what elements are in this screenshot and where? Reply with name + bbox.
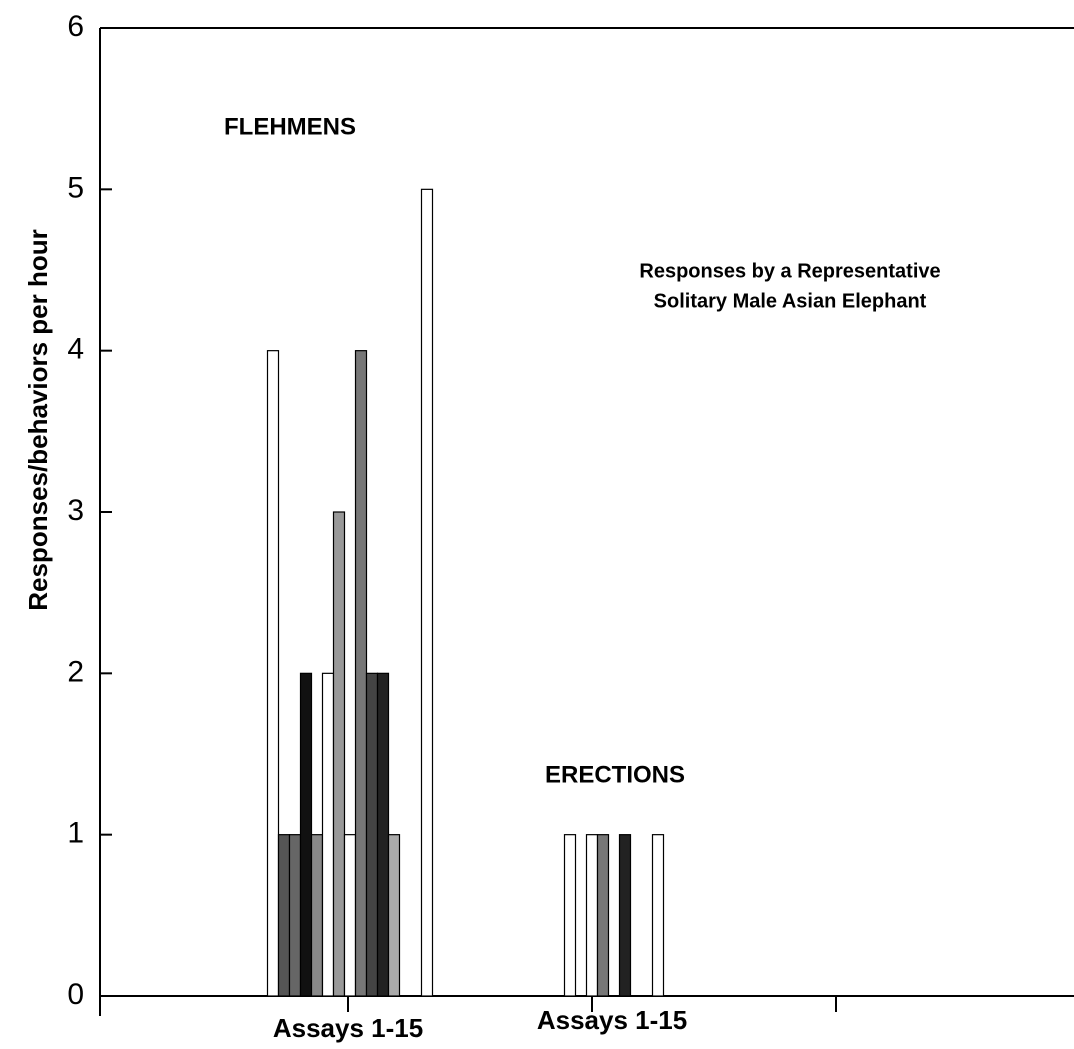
- bar: [343, 834, 357, 997]
- bar: [299, 672, 313, 997]
- y-tick-label: 2: [67, 655, 84, 688]
- bar: [310, 834, 324, 997]
- bar: [332, 511, 346, 997]
- annotation: Responses by a Representative: [639, 260, 940, 282]
- bar: [563, 834, 577, 997]
- annotation: Solitary Male Asian Elephant: [654, 290, 927, 312]
- y-tick-label: 1: [67, 817, 84, 850]
- y-tick-label: 5: [67, 171, 84, 204]
- bar: [365, 672, 379, 997]
- x-tick-label: Assays 1-15: [273, 1013, 423, 1043]
- bar: [387, 834, 401, 997]
- bar: [266, 350, 280, 997]
- bar: [354, 350, 368, 997]
- bar: [321, 672, 335, 997]
- x-tick-label: Assays 1-15: [537, 1005, 687, 1035]
- annotation: FLEHMENS: [224, 113, 356, 140]
- annotation: ERECTIONS: [545, 761, 685, 788]
- y-tick-label: 0: [67, 978, 84, 1011]
- y-axis-label: Responses/behaviors per hour: [23, 229, 53, 610]
- bar: [420, 188, 434, 997]
- y-tick-label: 4: [67, 333, 84, 366]
- bar: [376, 672, 390, 997]
- bar: [277, 834, 291, 997]
- bar: [596, 834, 610, 997]
- bar: [585, 834, 599, 997]
- y-tick-label: 3: [67, 494, 84, 527]
- y-tick-label: 6: [67, 10, 84, 43]
- bar: [288, 834, 302, 997]
- bar: [651, 834, 665, 997]
- bar: [618, 834, 632, 997]
